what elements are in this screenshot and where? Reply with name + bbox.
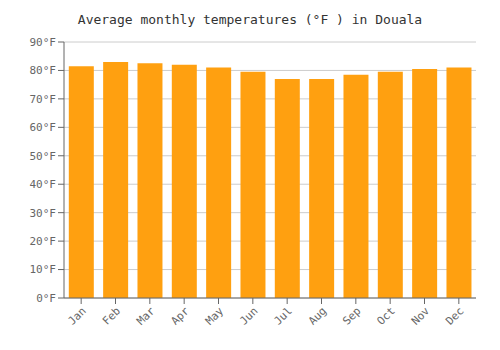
html-text:Average monthly temperatures (: Average monthly temperatures (°F ) in Do… bbox=[77, 12, 423, 27]
svg-text:Jul: Jul bbox=[272, 304, 295, 327]
svg-text:Feb: Feb bbox=[100, 304, 123, 327]
svg-text:30°F: 30°F bbox=[30, 207, 57, 220]
svg-text:70°F: 70°F bbox=[30, 93, 57, 106]
svg-text:50°F: 50°F bbox=[30, 150, 57, 163]
svg-text:Jan: Jan bbox=[66, 304, 89, 327]
svg-text:60°F: 60°F bbox=[30, 121, 57, 134]
svg-text:Dec: Dec bbox=[443, 304, 466, 327]
svg-text:Aug: Aug bbox=[306, 304, 329, 327]
svg-text:90°F: 90°F bbox=[30, 36, 57, 49]
svg-text:May: May bbox=[203, 304, 227, 328]
svg-text:10°F: 10°F bbox=[30, 263, 57, 276]
svg-text:80°F: 80°F bbox=[30, 64, 57, 77]
svg-text:Apr: Apr bbox=[169, 304, 193, 328]
svg-text:Mar: Mar bbox=[134, 304, 158, 328]
svg-text:Jun: Jun bbox=[237, 304, 260, 327]
svg-text:40°F: 40°F bbox=[30, 178, 57, 191]
svg-text:20°F: 20°F bbox=[30, 235, 57, 248]
svg-text:0°F: 0°F bbox=[36, 292, 56, 305]
svg-text:Oct: Oct bbox=[375, 304, 398, 327]
svg-text:Nov: Nov bbox=[409, 304, 433, 328]
svg-text:Sep: Sep bbox=[340, 304, 363, 327]
